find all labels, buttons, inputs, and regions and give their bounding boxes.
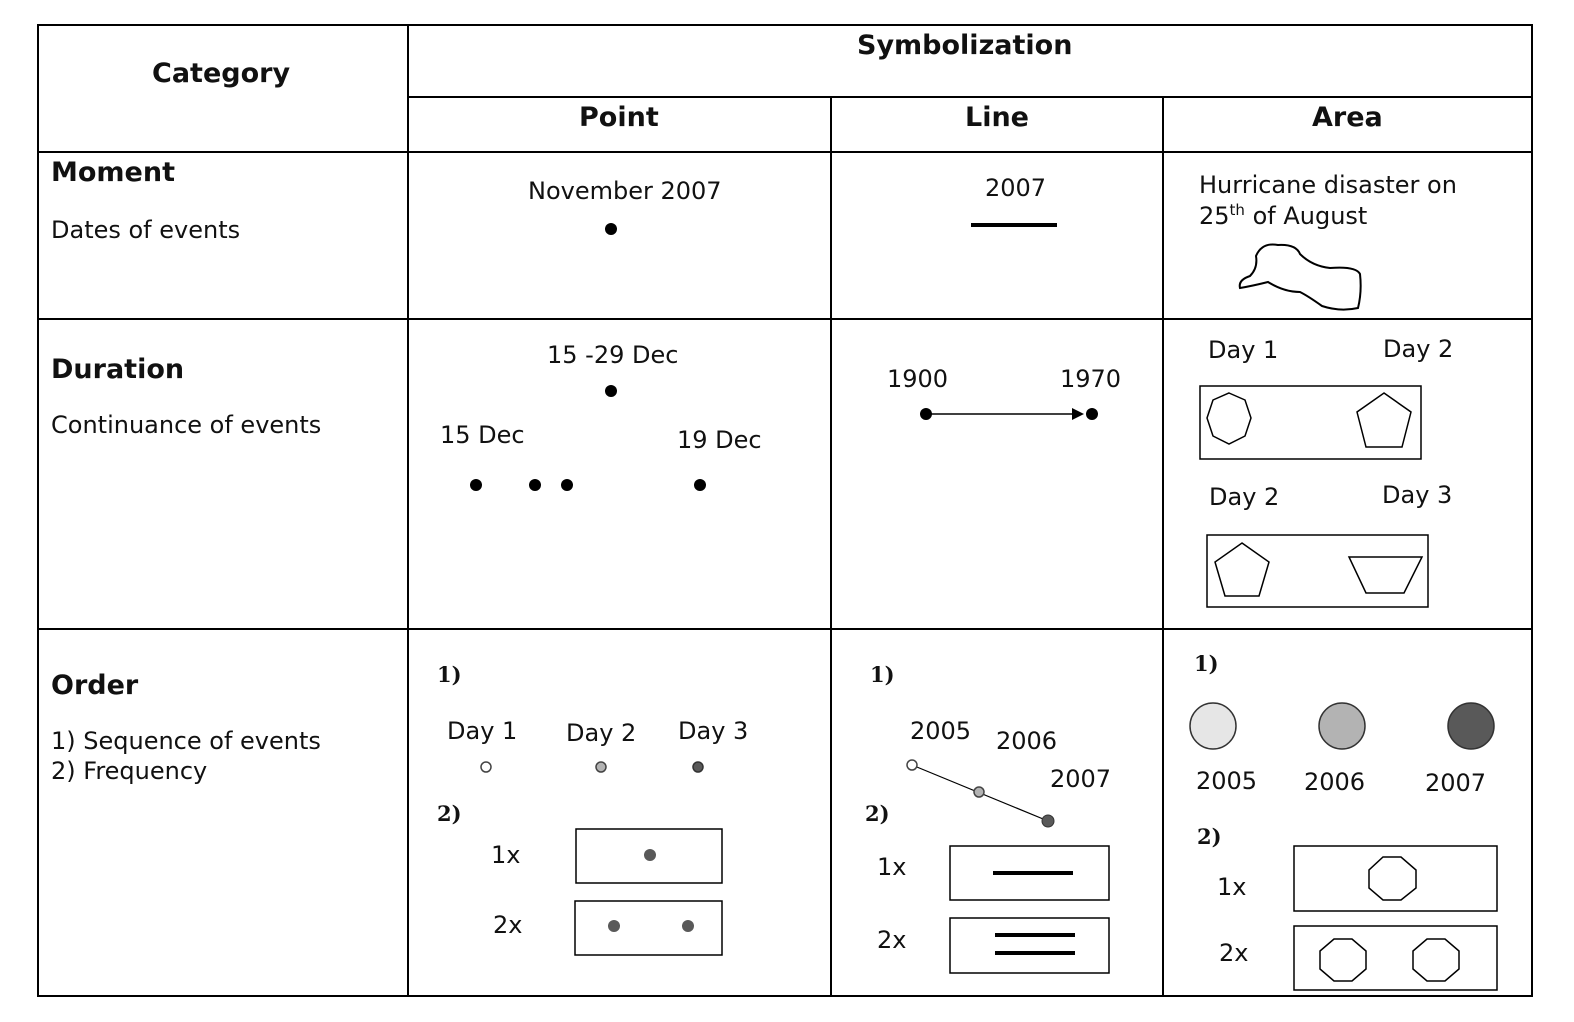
header-area: Area <box>1312 102 1383 133</box>
order-line-marker-2: 2) <box>865 801 890 826</box>
order-point-marker-1: 1) <box>437 662 462 687</box>
duration-point-end-label: 19 Dec <box>677 426 762 454</box>
duration-line-start-year: 1900 <box>887 365 949 393</box>
row-order-title: Order <box>51 670 139 701</box>
moment-area-label-rest: of August <box>1244 202 1368 230</box>
row-order-description-2: 2) Frequency <box>51 757 208 785</box>
order-point-freq-1x: 1x <box>491 841 521 869</box>
duration-point-range-label: 15 -29 Dec <box>547 341 679 369</box>
row-moment-description: Dates of events <box>51 216 241 244</box>
order-point-day-2: Day 2 <box>566 719 637 747</box>
header-point: Point <box>579 102 659 133</box>
order-point-freq-2x: 2x <box>493 911 523 939</box>
order-area-year-2007: 2007 <box>1425 769 1487 797</box>
order-line-marker-1: 1) <box>870 662 895 687</box>
order-area-freq-2x: 2x <box>1219 939 1249 967</box>
order-line-year-2007: 2007 <box>1050 765 1112 793</box>
row-duration-description: Continuance of events <box>51 411 322 439</box>
order-area-marker-2: 2) <box>1197 824 1222 849</box>
order-area-freq-1x: 1x <box>1217 873 1247 901</box>
moment-area-label-line1: Hurricane disaster on <box>1199 171 1457 199</box>
row-order-description-1: 1) Sequence of events <box>51 727 321 755</box>
header-line: Line <box>965 102 1029 133</box>
order-area-marker-1: 1) <box>1194 651 1219 676</box>
order-line-year-2006: 2006 <box>996 727 1058 755</box>
row-duration-title: Duration <box>51 354 185 385</box>
moment-area-label-day: 25 <box>1199 202 1230 230</box>
order-area-year-2006: 2006 <box>1304 768 1366 796</box>
order-line-freq-2x: 2x <box>877 926 907 954</box>
header-symbolization: Symbolization <box>857 30 1073 61</box>
duration-line-end-year: 1970 <box>1060 365 1122 393</box>
duration-area-pair1-left: Day 1 <box>1208 336 1279 364</box>
order-area-year-2005: 2005 <box>1196 767 1258 795</box>
duration-point-start-label: 15 Dec <box>440 421 525 449</box>
moment-line-label: 2007 <box>985 174 1047 202</box>
header-category: Category <box>152 58 291 89</box>
moment-point-label: November 2007 <box>528 177 722 205</box>
moment-area-label-sup: th <box>1229 201 1245 219</box>
duration-area-pair2-right: Day 3 <box>1382 481 1453 509</box>
row-moment-title: Moment <box>51 157 175 188</box>
order-point-day-1: Day 1 <box>447 717 518 745</box>
order-point-marker-2: 2) <box>437 801 462 826</box>
order-line-freq-1x: 1x <box>877 853 907 881</box>
duration-area-pair1-right: Day 2 <box>1383 335 1454 363</box>
order-line-year-2005: 2005 <box>910 717 972 745</box>
moment-area-label-line2: 25th of August <box>1199 201 1368 230</box>
order-point-day-3: Day 3 <box>678 717 749 745</box>
duration-area-pair2-left: Day 2 <box>1209 483 1280 511</box>
